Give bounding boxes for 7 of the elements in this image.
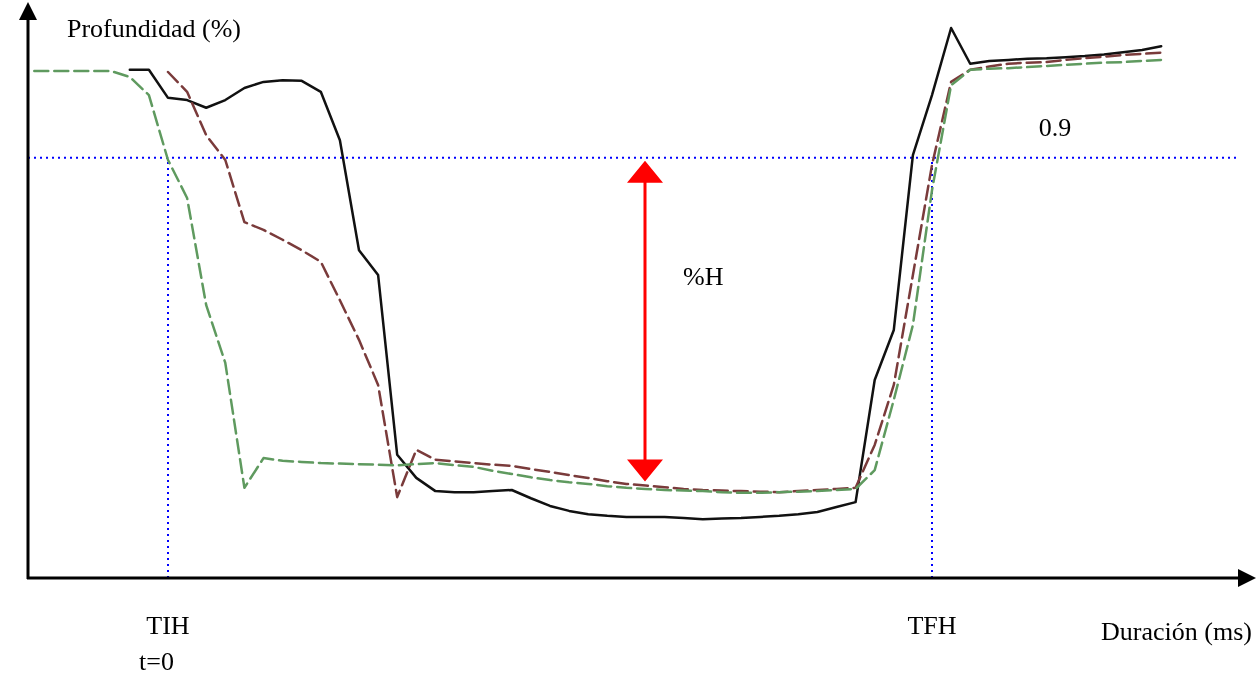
y-axis-title: Profundidad (%) xyxy=(67,14,242,43)
x-tick-label: TIH xyxy=(146,611,190,640)
x-axis-title: Duración (ms) xyxy=(1101,617,1252,646)
annotation: 0.9 xyxy=(1038,112,1072,142)
annotation: %H xyxy=(683,262,724,291)
text: t=0 xyxy=(139,647,174,676)
x-tick-label: TFH xyxy=(907,611,957,640)
